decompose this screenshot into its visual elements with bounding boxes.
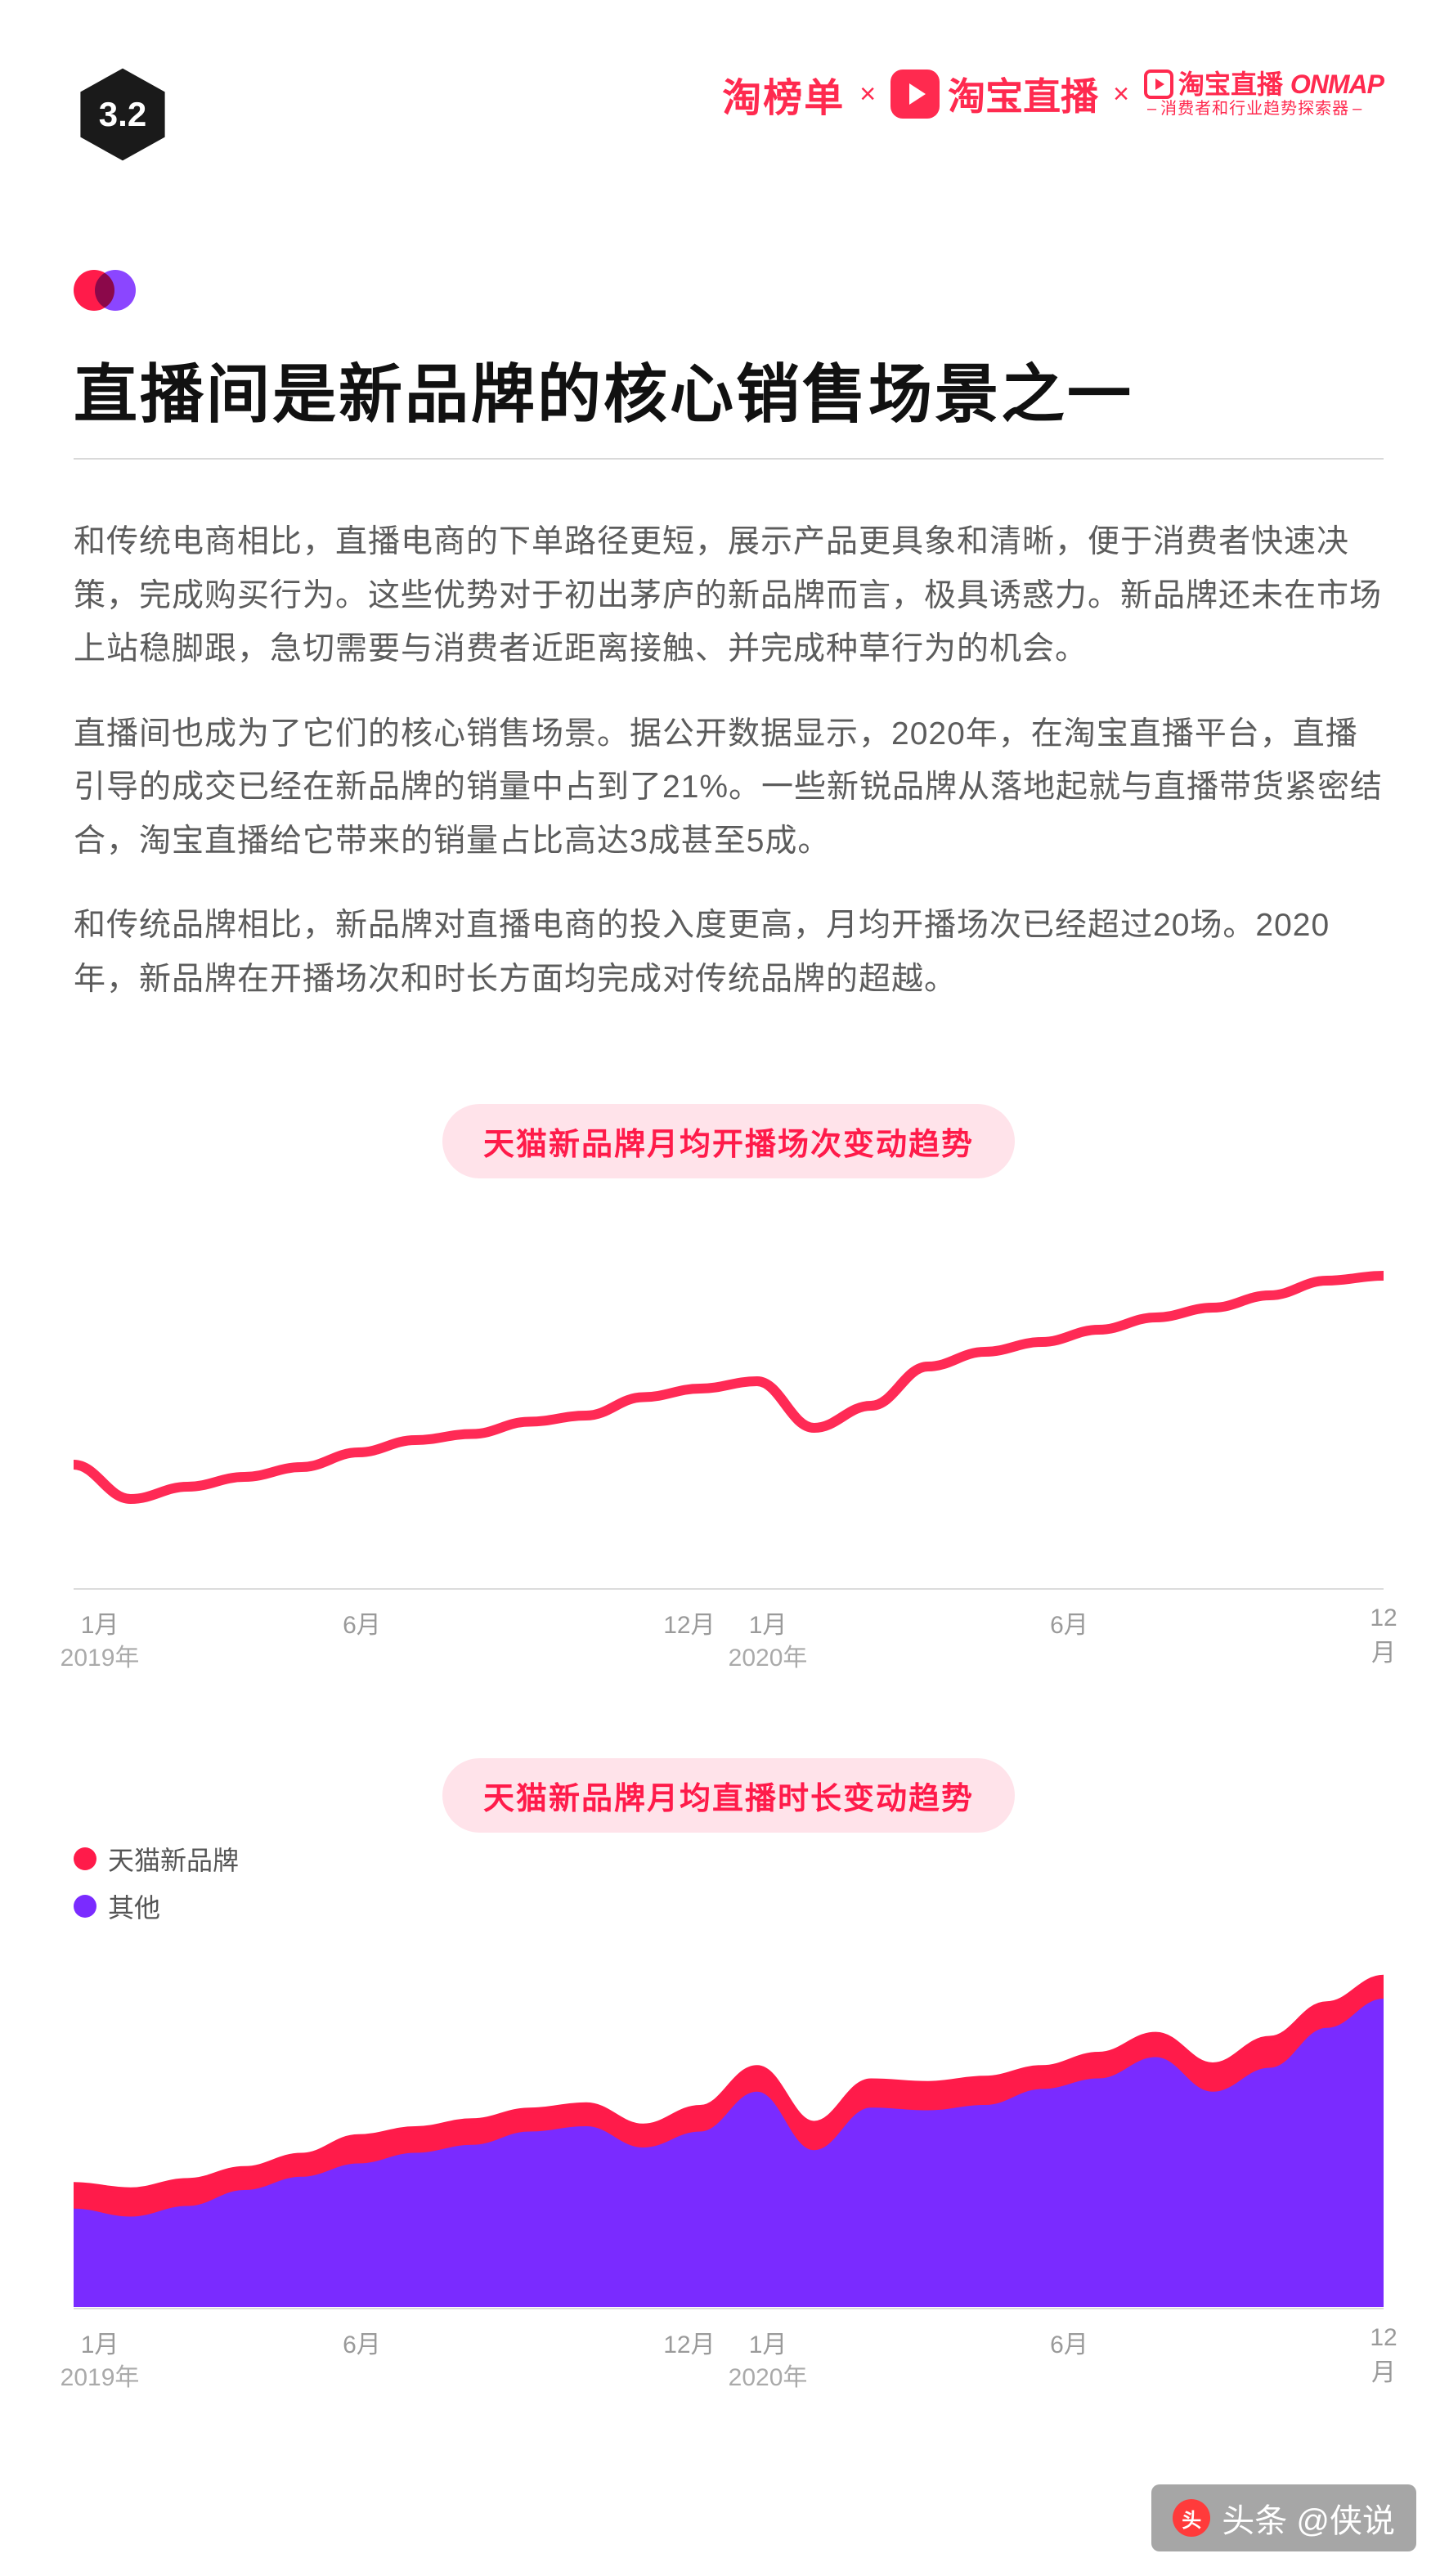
header-logos: 淘榜单 × 淘宝直播 × 淘宝直播 ONMAP 消费者和行业趋势探索器 [722,65,1384,123]
paragraph: 直播间也成为了它们的核心销售场景。据公开数据显示，2020年，在淘宝直播平台，直… [74,707,1384,868]
body-paragraphs: 和传统电商相比，直播电商的下单路径更短，展示产品更具象和清晰，便于消费者快速决策… [74,515,1384,1037]
logo-onmap: 淘宝直播 ONMAP 消费者和行业趋势探索器 [1144,70,1384,119]
section-number: 3.2 [74,65,172,164]
legend-swatch [74,1895,96,1918]
legend-label: 天猫新品牌 [108,1840,239,1878]
chart-legend: 天猫新品牌 其他 [74,1840,239,1925]
page-title: 直播间是新品牌的核心销售场景之一 [74,343,1133,435]
chart-x-axis: 1月6月12月1月6月12月2019年2020年 [74,2308,1384,2398]
title-accent-dots [74,270,136,311]
logo-taobao-live: 淘宝直播 [890,67,1098,121]
chart-title: 天猫新品牌月均开播场次变动趋势 [442,1104,1015,1178]
watermark: 头 头条 @侠说 [1151,2484,1416,2551]
logo-separator: × [859,79,876,110]
legend-label: 其他 [108,1887,160,1925]
area-chart-svg [74,1882,1384,2307]
line-chart-svg [74,1195,1384,1587]
logo-taobangdan: 淘榜单 [722,65,845,123]
paragraph: 和传统电商相比，直播电商的下单路径更短，展示产品更具象和清晰，便于消费者快速决策… [74,515,1384,676]
watermark-icon: 头 [1173,2499,1210,2537]
legend-swatch [74,1847,96,1870]
chart-x-axis: 1月6月12月1月6月12月2019年2020年 [74,1588,1384,1678]
chart-sessions-trend: 天猫新品牌月均开播场次变动趋势 1月6月12月1月6月12月2019年2020年 [74,1104,1384,1693]
watermark-text: 头条 @侠说 [1222,2494,1395,2542]
title-divider [74,458,1384,460]
section-number-badge: 3.2 [74,65,172,164]
chart-duration-trend: 天猫新品牌月均直播时长变动趋势 天猫新品牌 其他 1月6月12月1月6月12月2… [74,1758,1384,2396]
logo-separator: × [1113,79,1129,110]
chart-title: 天猫新品牌月均直播时长变动趋势 [442,1758,1015,1833]
paragraph: 和传统品牌相比，新品牌对直播电商的投入度更高，月均开播场次已经超过20场。202… [74,899,1384,1006]
play-icon [890,70,940,119]
play-icon [1144,70,1173,99]
